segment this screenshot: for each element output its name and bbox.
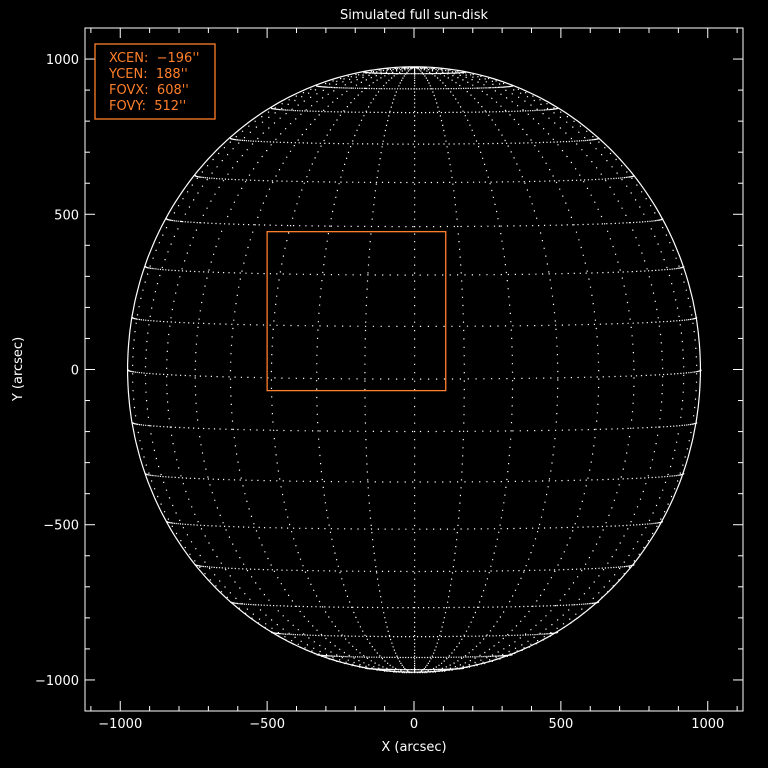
y-tick-label: 0 bbox=[71, 364, 79, 379]
x-tick-labels: −1000 −500 0 500 1000 bbox=[98, 717, 724, 732]
y-tick-label: −1000 bbox=[35, 674, 79, 689]
legend-box bbox=[94, 43, 216, 120]
x-tick-label: 500 bbox=[548, 717, 573, 732]
y-axis-label: Y (arcsec) bbox=[11, 337, 26, 402]
y-tick-label: 1000 bbox=[46, 53, 79, 68]
x-axis-label: X (arcsec) bbox=[381, 740, 446, 755]
x-tick-label: −1000 bbox=[98, 717, 142, 732]
axis-ticks bbox=[85, 27, 743, 712]
x-tick-label: 0 bbox=[410, 717, 418, 732]
legend-fovx: FOVX: 608'' bbox=[109, 83, 189, 98]
x-tick-label: −500 bbox=[249, 717, 285, 732]
legend-xcen: XCEN: −196'' bbox=[109, 51, 199, 66]
chart-title: Simulated full sun-disk bbox=[340, 8, 489, 23]
fov-box bbox=[266, 231, 447, 392]
y-tick-label: 500 bbox=[54, 208, 79, 223]
y-tick-labels: −1000 −500 0 500 1000 bbox=[35, 53, 79, 689]
solar-limb bbox=[126, 66, 702, 673]
legend-fovy: FOVY: 512'' bbox=[109, 99, 186, 114]
solar-disk-grid bbox=[126, 66, 702, 674]
heliographic-grid-dots bbox=[127, 67, 702, 674]
x-tick-label: 1000 bbox=[691, 717, 724, 732]
y-tick-label: −500 bbox=[43, 519, 79, 534]
fov-legend: XCEN: −196'' YCEN: 188'' FOVX: 608'' FOV… bbox=[94, 43, 216, 120]
legend-ycen: YCEN: 188'' bbox=[108, 67, 188, 82]
